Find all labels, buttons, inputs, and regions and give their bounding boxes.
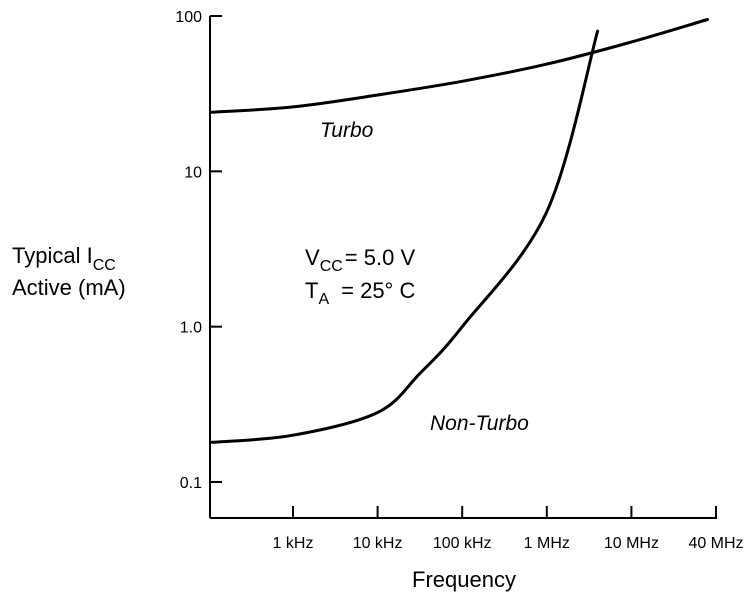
x-tick-label: 40 MHz <box>688 535 743 552</box>
y-tick-label: 0.1 <box>180 475 202 492</box>
x-tick-label: 100 kHz <box>433 535 492 552</box>
vcc-annotation: VCC= 5.0 V <box>305 245 415 275</box>
y-axis-title-line2: Active (mA) <box>12 275 126 300</box>
ta-annotation: TA = 25° C <box>305 278 415 308</box>
y-tick-label: 100 <box>175 9 202 26</box>
x-tick-label: 10 kHz <box>353 535 403 552</box>
x-tick-label: 10 MHz <box>604 535 659 552</box>
series-label-non-turbo: Non-Turbo <box>430 412 529 435</box>
x-tick-label: 1 MHz <box>524 535 570 552</box>
x-axis-title: Frequency <box>412 567 516 592</box>
series-line-non-turbo <box>210 29 600 444</box>
y-axis-title: Typical ICC <box>12 243 116 274</box>
y-tick-label: 10 <box>184 164 202 181</box>
series-line-turbo <box>210 18 709 114</box>
x-tick-label: 1 kHz <box>273 535 314 552</box>
y-tick-label: 1.0 <box>180 320 202 337</box>
series-label-turbo: Turbo <box>320 119 374 142</box>
